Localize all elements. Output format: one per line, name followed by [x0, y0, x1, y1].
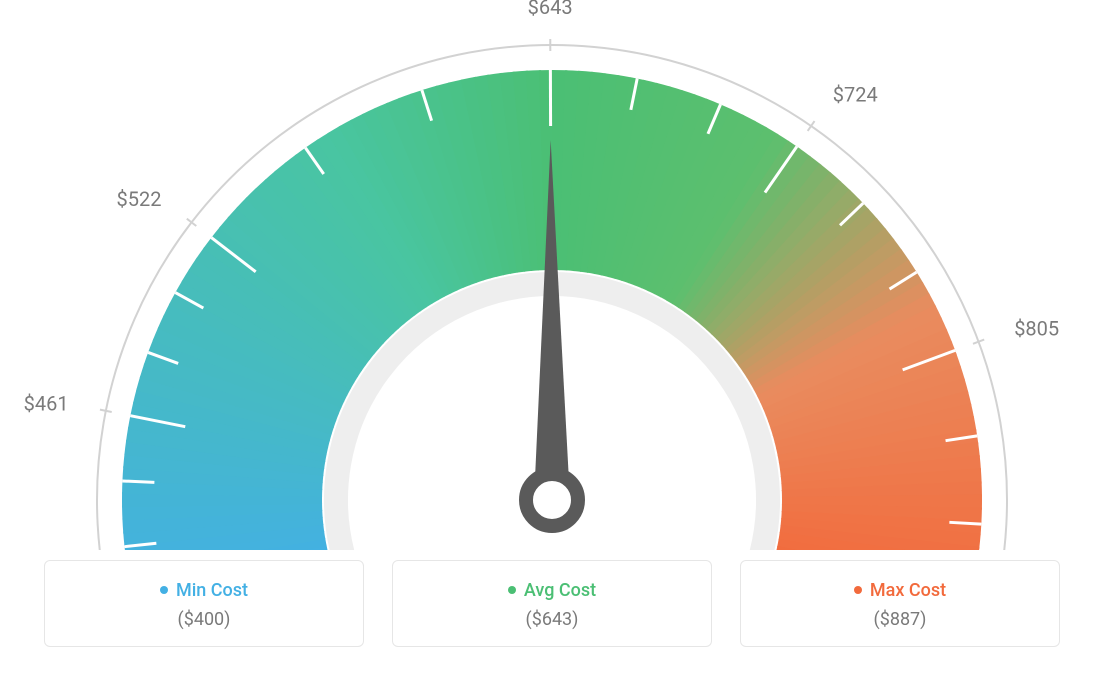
dot-icon	[508, 586, 516, 594]
gauge-svg: $400$461$522$643$724$805$887	[0, 0, 1104, 550]
legend-card-min: Min Cost ($400)	[44, 560, 364, 647]
legend-value-avg: ($643)	[413, 609, 691, 630]
legend-label-min: Min Cost	[176, 580, 248, 601]
outer-tick	[187, 219, 197, 226]
legend-title-min: Min Cost	[160, 580, 248, 601]
legend-label-avg: Avg Cost	[524, 580, 596, 601]
legend-row: Min Cost ($400) Avg Cost ($643) Max Cost…	[0, 560, 1104, 647]
dot-icon	[854, 586, 862, 594]
tick-label: $724	[833, 83, 878, 107]
legend-label-max: Max Cost	[870, 580, 946, 601]
needle-hub	[526, 474, 578, 526]
legend-title-avg: Avg Cost	[508, 580, 596, 601]
outer-tick	[808, 121, 815, 131]
tick-label: $522	[116, 187, 161, 211]
cost-gauge-chart: $400$461$522$643$724$805$887	[0, 0, 1104, 550]
legend-title-max: Max Cost	[854, 580, 946, 601]
outer-tick	[100, 410, 112, 412]
minor-tick	[949, 522, 981, 524]
legend-card-avg: Avg Cost ($643)	[392, 560, 712, 647]
minor-tick	[122, 481, 154, 482]
tick-label: $643	[528, 0, 573, 19]
legend-card-max: Max Cost ($887)	[740, 560, 1060, 647]
legend-value-max: ($887)	[761, 609, 1039, 630]
tick-label: $461	[24, 391, 69, 415]
dot-icon	[160, 586, 168, 594]
tick-label: $805	[1014, 316, 1059, 340]
legend-value-min: ($400)	[65, 609, 343, 630]
